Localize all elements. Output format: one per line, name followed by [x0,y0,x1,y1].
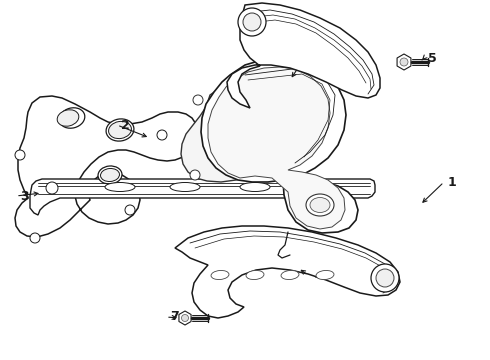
Ellipse shape [106,119,134,141]
Ellipse shape [59,108,85,128]
Ellipse shape [246,270,264,280]
Circle shape [290,165,300,175]
Polygon shape [30,179,375,215]
Ellipse shape [316,270,334,280]
Circle shape [125,205,135,215]
Circle shape [181,315,189,321]
Polygon shape [397,54,411,70]
Ellipse shape [254,132,272,148]
Ellipse shape [215,102,233,118]
Polygon shape [175,226,400,318]
Circle shape [193,95,203,105]
Ellipse shape [306,194,334,216]
Polygon shape [181,83,300,182]
Circle shape [238,8,266,36]
Circle shape [190,170,200,180]
Text: 5: 5 [428,51,437,64]
Text: 4: 4 [302,62,311,75]
Ellipse shape [310,198,330,212]
Ellipse shape [235,117,253,134]
Polygon shape [208,67,345,229]
Ellipse shape [170,183,200,192]
Ellipse shape [269,147,287,163]
Ellipse shape [211,270,229,280]
Ellipse shape [57,110,79,126]
Ellipse shape [251,129,275,151]
Ellipse shape [240,183,270,192]
Text: 7: 7 [170,310,179,324]
Ellipse shape [100,168,120,181]
Ellipse shape [266,144,290,166]
Text: 1: 1 [448,176,457,189]
Circle shape [15,150,25,160]
Polygon shape [201,58,358,233]
Text: 3: 3 [20,189,28,202]
Circle shape [290,100,300,110]
Ellipse shape [212,99,236,121]
Text: 2: 2 [121,118,130,131]
Ellipse shape [98,166,122,184]
Text: 6: 6 [312,269,320,282]
Circle shape [46,182,58,194]
Circle shape [371,264,399,292]
Circle shape [376,269,394,287]
Circle shape [30,233,40,243]
Circle shape [243,13,261,31]
Ellipse shape [109,121,131,139]
Polygon shape [179,311,191,325]
Polygon shape [15,96,198,237]
Ellipse shape [105,183,135,192]
Polygon shape [227,3,380,108]
Ellipse shape [232,114,256,136]
Circle shape [400,58,408,66]
Circle shape [157,130,167,140]
Ellipse shape [281,270,299,280]
